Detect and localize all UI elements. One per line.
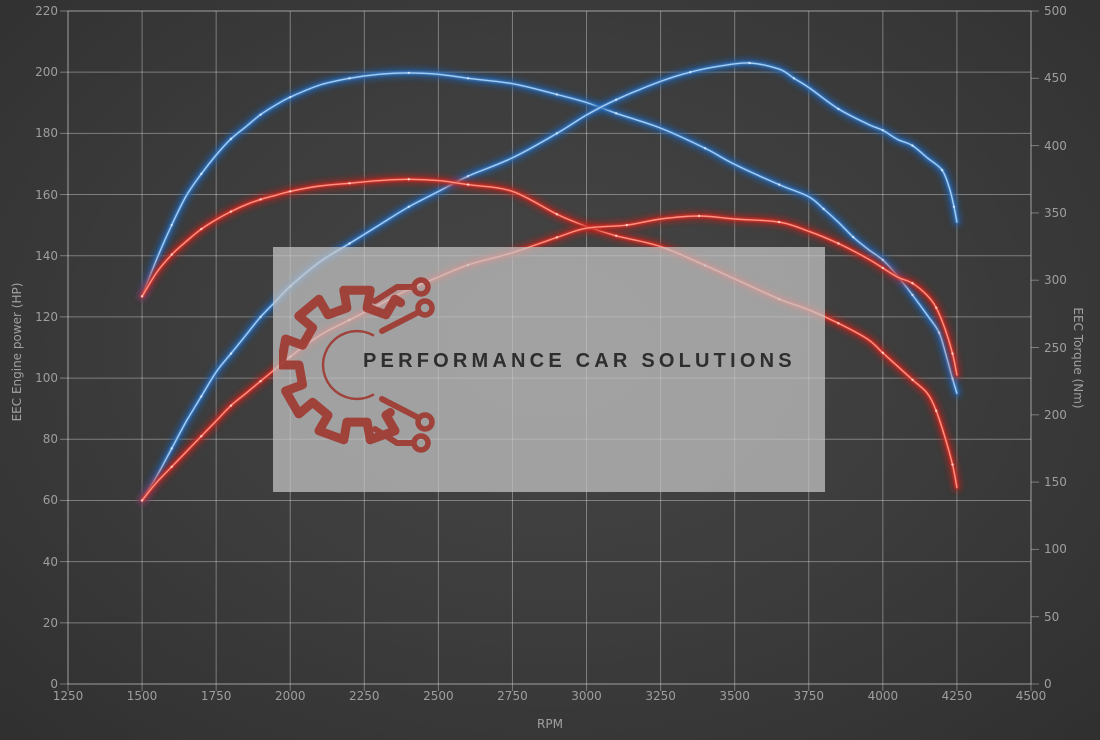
left-axis-tick-label: 60 (42, 493, 58, 508)
left-axis-tick-label: 220 (35, 4, 58, 18)
watermark-banner: PERFORMANCE CAR SOLUTIONS (273, 247, 825, 492)
left-axis-tick-label: 0 (50, 677, 58, 691)
x-axis-tick-label: 3750 (793, 689, 825, 703)
right-axis-title: EEC Torque (Nm) (1071, 307, 1085, 409)
right-axis-tick-label: 200 (1044, 407, 1067, 422)
series-blue-power-hp (138, 58, 961, 505)
series-red-torque-nm (138, 175, 961, 492)
left-axis-title: EEC Engine power (HP) (10, 282, 24, 422)
left-axis-tick-label: 160 (35, 187, 58, 202)
left-axis-tick-label: 120 (35, 309, 58, 324)
x-axis-tick-label: 3250 (645, 689, 676, 703)
right-axis-tick-label: 50 (1044, 609, 1060, 624)
x-axis-tick-label: 2250 (349, 689, 380, 703)
x-axis-tick-label: 2750 (497, 689, 528, 703)
right-axis-tick-label: 150 (1044, 475, 1067, 490)
left-axis-tick-label: 20 (42, 615, 58, 630)
x-axis-tick-label: 1500 (126, 689, 158, 703)
x-axis-tick-label: 3000 (571, 689, 602, 703)
x-axis-tick-label: 4000 (867, 689, 899, 703)
right-axis-tick-label: 350 (1044, 205, 1067, 220)
left-axis-tick-label: 200 (35, 65, 58, 80)
left-axis-tick-label: 40 (42, 554, 58, 569)
curve-series (138, 58, 961, 505)
left-axis-tick-label: 140 (35, 248, 58, 263)
right-axis-tick-label: 450 (1044, 71, 1067, 86)
gear-circuit-icon (279, 277, 435, 453)
watermark-text: PERFORMANCE CAR SOLUTIONS (363, 350, 796, 372)
left-axis-tick-label: 80 (42, 432, 58, 447)
x-axis-title: RPM (537, 717, 563, 731)
right-axis-tick-label: 300 (1044, 273, 1067, 288)
right-axis-tick-label: 100 (1044, 542, 1067, 557)
x-axis-tick-label: 2500 (423, 689, 454, 703)
right-axis-tick-label: 0 (1044, 677, 1052, 691)
right-axis-tick-label: 250 (1044, 340, 1067, 355)
left-axis-tick-label: 180 (35, 126, 58, 141)
x-axis-tick-label: 4500 (1015, 689, 1047, 703)
right-axis-tick-label: 400 (1044, 138, 1067, 153)
left-axis-tick-label: 100 (35, 371, 58, 386)
x-axis-tick-label: 1250 (52, 689, 84, 703)
x-axis-tick-label: 4250 (941, 689, 973, 703)
right-axis-tick-label: 500 (1044, 4, 1067, 18)
x-axis-tick-label: 2000 (274, 689, 306, 703)
x-axis-tick-label: 3500 (719, 689, 750, 703)
x-axis-tick-label: 1750 (200, 689, 232, 703)
